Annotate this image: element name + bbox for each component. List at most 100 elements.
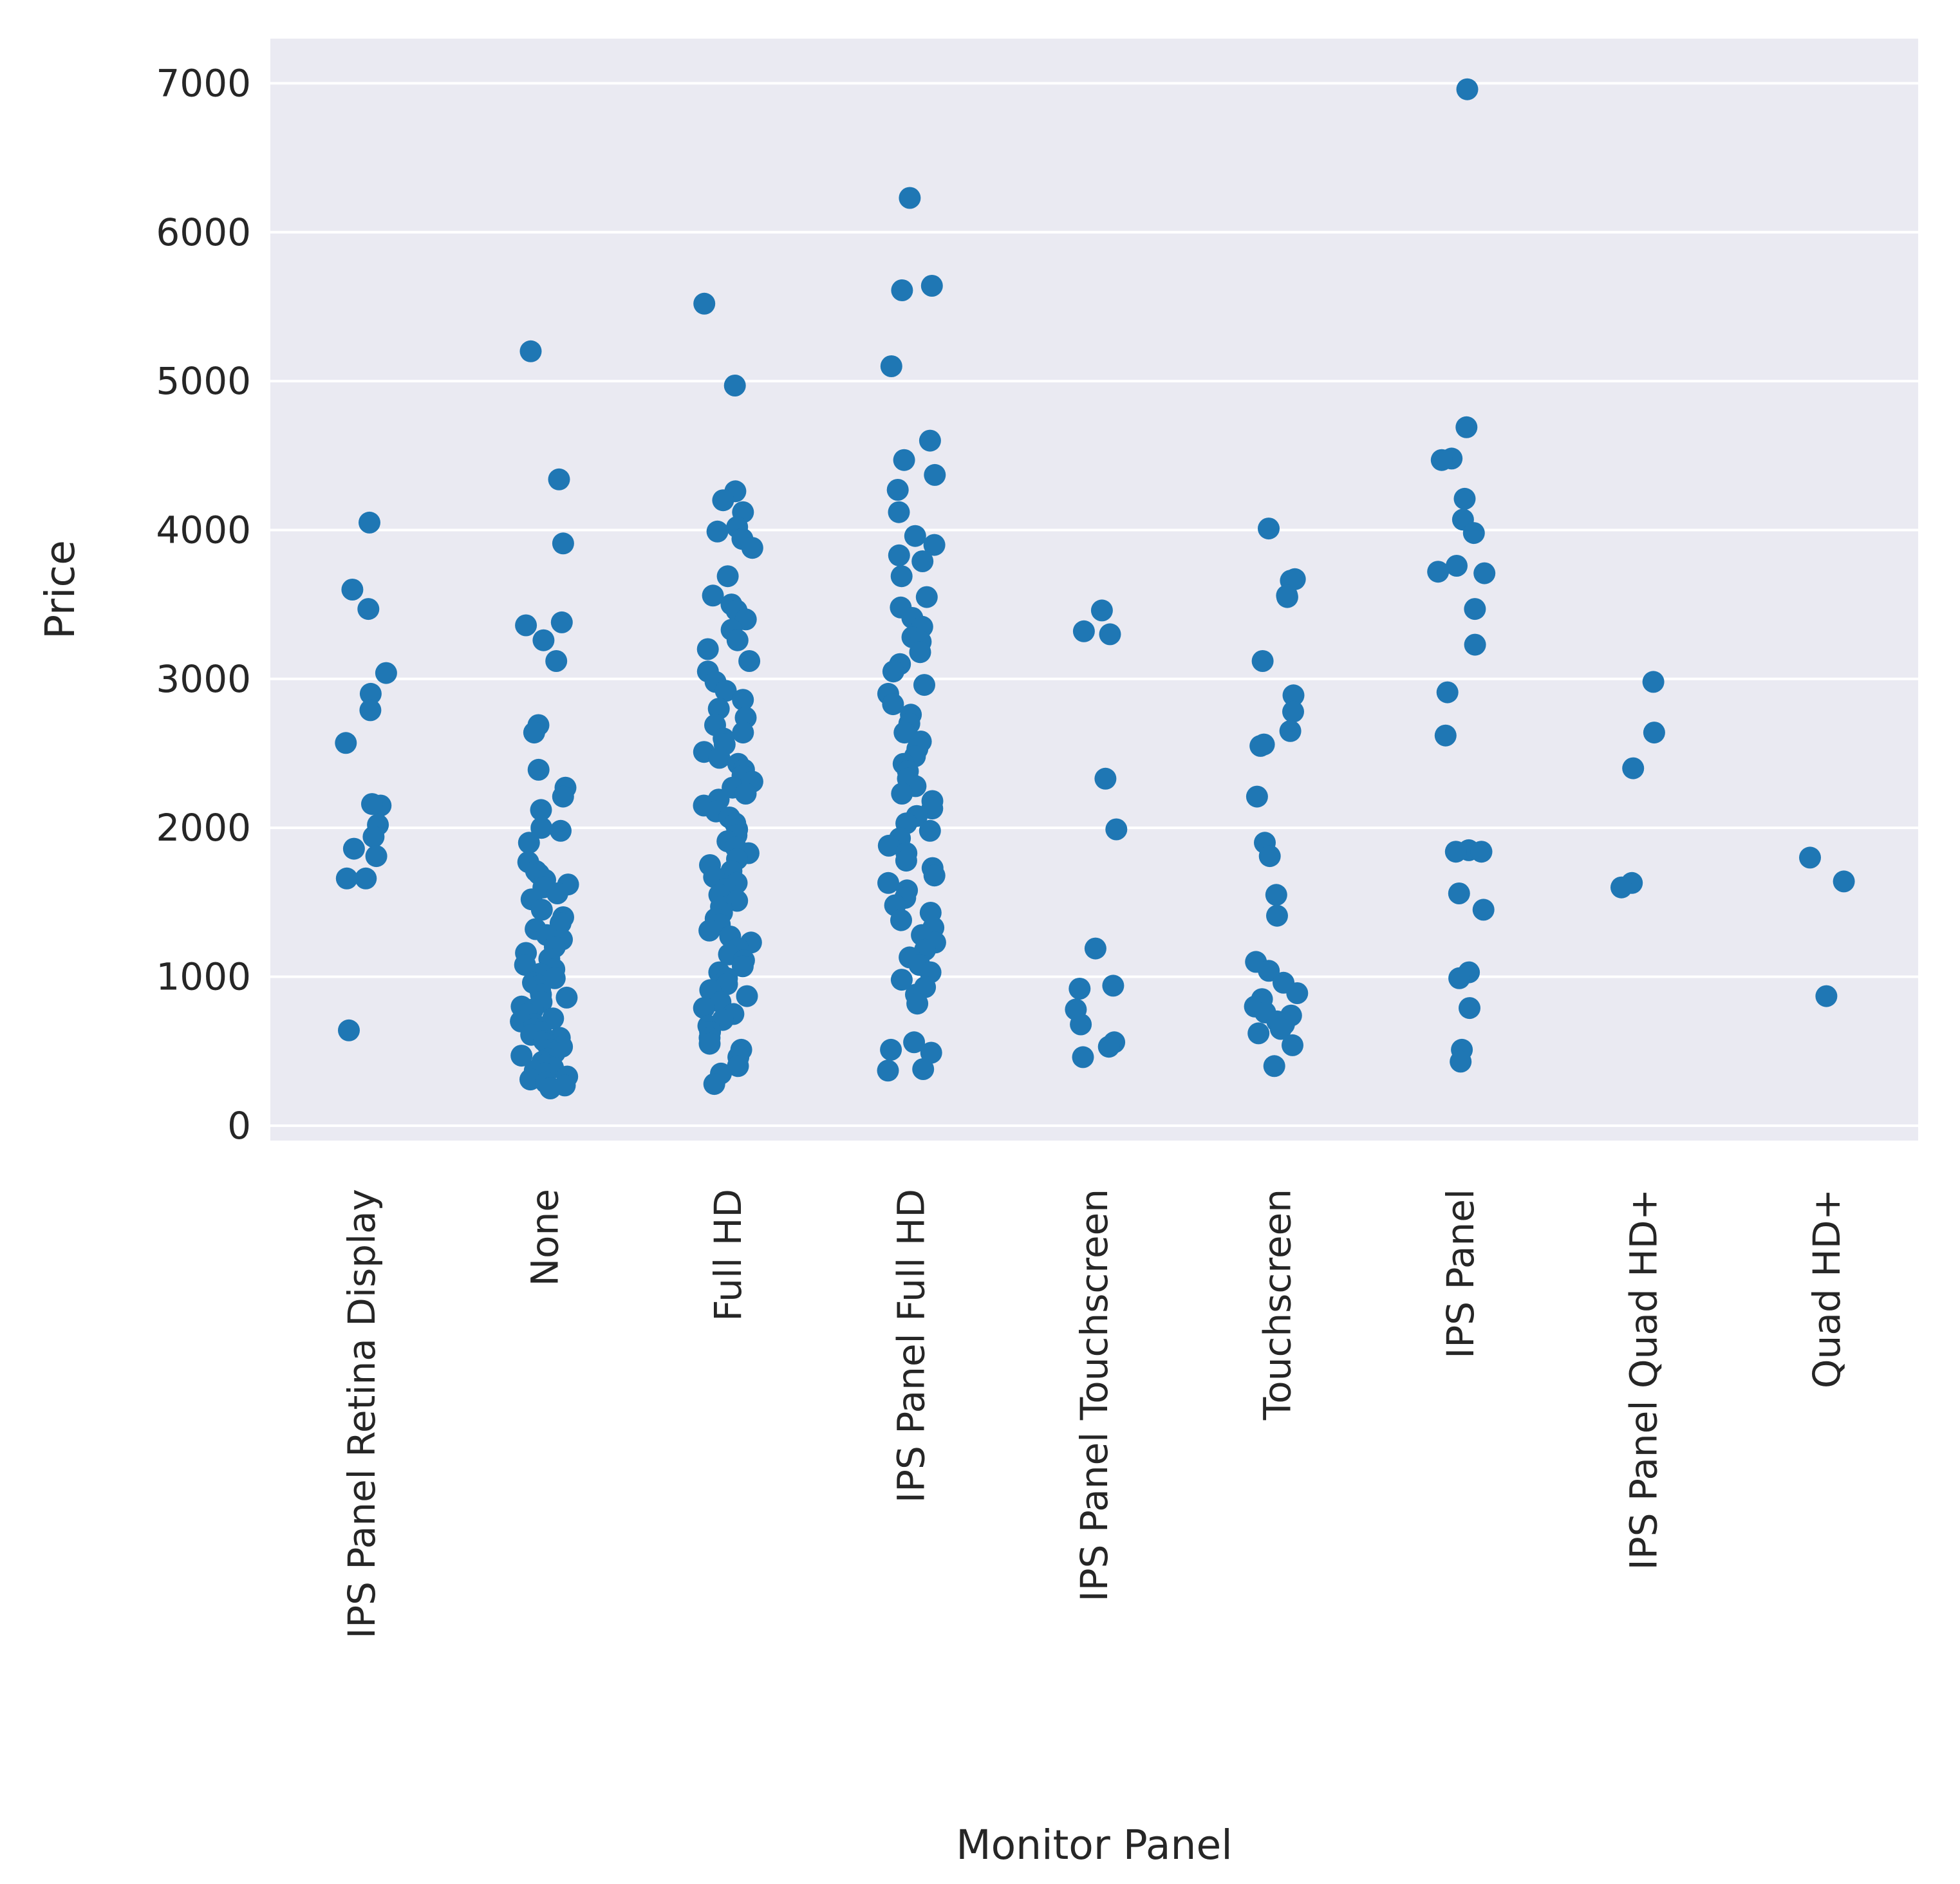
x-tick-label: IPS Panel Full HD [890, 1189, 933, 1503]
data-point [1473, 562, 1496, 584]
data-point [1610, 876, 1632, 899]
data-point [1090, 599, 1113, 622]
data-point [1105, 818, 1128, 841]
data-point [1263, 1055, 1285, 1077]
data-point [890, 909, 912, 931]
data-point [1799, 846, 1821, 869]
data-point [899, 187, 921, 209]
data-point [1258, 518, 1280, 540]
data-point [552, 532, 574, 555]
y-tick-label: 6000 [156, 210, 251, 254]
data-point [877, 872, 899, 894]
data-point [698, 919, 721, 942]
data-point [693, 997, 715, 1020]
data-point [359, 511, 380, 534]
y-axis-title: Price [37, 540, 84, 639]
data-point [732, 689, 754, 711]
y-tick-labels: 0 1000 2000 3000 4000 5000 6000 7000 [156, 61, 251, 1147]
data-point [920, 275, 943, 297]
data-point [1069, 978, 1091, 1000]
data-point [893, 722, 916, 744]
data-point [523, 722, 545, 744]
data-point [877, 834, 900, 857]
data-point [1472, 899, 1495, 921]
data-point [527, 758, 550, 781]
data-point [716, 565, 739, 588]
data-point [1269, 1018, 1292, 1040]
data-point [552, 785, 574, 808]
data-point [919, 429, 941, 452]
x-tick-label: IPS Panel Touchscreen [1072, 1189, 1116, 1602]
data-point [359, 699, 382, 722]
data-point [361, 793, 383, 816]
data-point [738, 650, 761, 672]
data-point [530, 899, 553, 921]
data-point [893, 449, 915, 471]
data-point [1265, 884, 1287, 906]
data-point [707, 698, 730, 720]
data-point [357, 598, 380, 620]
data-point [734, 783, 757, 805]
data-point [714, 680, 737, 702]
data-point [1099, 623, 1121, 646]
data-point [693, 292, 716, 315]
data-point [1436, 681, 1459, 704]
x-tick-label: IPS Panel Quad HD+ [1621, 1189, 1665, 1570]
data-point [375, 662, 397, 684]
data-point [723, 375, 746, 396]
data-point [1453, 487, 1476, 510]
data-point [924, 463, 946, 486]
data-point [539, 1077, 561, 1099]
data-point [877, 1059, 899, 1082]
data-point [1462, 522, 1485, 545]
plot-background [270, 39, 1918, 1141]
data-point [1450, 1050, 1472, 1073]
data-point [341, 579, 364, 601]
data-point [530, 799, 552, 821]
data-point [703, 1073, 725, 1096]
x-axis-title: Monitor Panel [956, 1822, 1232, 1869]
data-point [895, 850, 917, 872]
data-point [1643, 722, 1665, 744]
data-point [706, 520, 729, 543]
data-point [550, 819, 572, 842]
data-point [546, 882, 568, 904]
data-point [903, 1031, 926, 1054]
data-point [1448, 967, 1471, 989]
data-point [920, 1041, 942, 1064]
data-point [515, 614, 537, 637]
data-point [1459, 997, 1480, 1020]
data-point [923, 864, 946, 887]
y-tick-label: 7000 [156, 61, 251, 105]
data-point [712, 489, 734, 512]
data-point [915, 586, 938, 608]
data-point [890, 565, 913, 588]
data-point [696, 638, 719, 660]
data-point [1286, 982, 1309, 1004]
y-tick-label: 2000 [156, 806, 251, 850]
data-point [1258, 960, 1280, 982]
data-point [906, 993, 929, 1015]
data-point [1246, 785, 1268, 808]
data-point [1815, 985, 1838, 1007]
y-tick-label: 0 [227, 1104, 251, 1148]
data-point [1444, 841, 1467, 863]
data-point [911, 550, 934, 572]
data-point [1446, 555, 1468, 577]
data-point [1072, 1046, 1094, 1068]
data-point [909, 641, 931, 664]
data-point [1642, 671, 1665, 693]
x-tick-labels: IPS Panel Retina Display None Full HD IPS P… [340, 1189, 1849, 1639]
data-point [1258, 845, 1281, 868]
data-point [891, 279, 913, 301]
y-tick-label: 4000 [156, 508, 251, 552]
x-tick-label: IPS Panel Retina Display [340, 1189, 384, 1639]
data-point [1448, 882, 1470, 904]
data-point [741, 537, 763, 559]
data-point [1084, 937, 1106, 960]
data-point [698, 1032, 721, 1055]
data-point [1097, 1036, 1120, 1058]
x-tick-label: None [523, 1189, 567, 1286]
data-point [1430, 449, 1453, 471]
data-point [1464, 598, 1486, 620]
